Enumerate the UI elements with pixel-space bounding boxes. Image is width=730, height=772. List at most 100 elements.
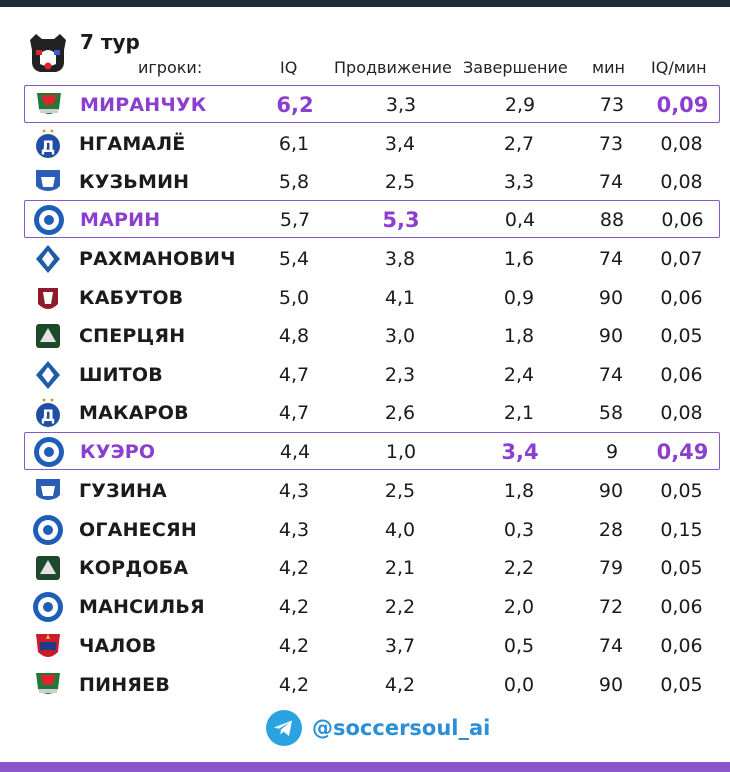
table-row: ПИНЯЕВ 4,2 4,2 0,0 90 0,05 [24,666,720,704]
finishing-cell: 0,0 [503,674,535,696]
progress-cell: 3,8 [384,248,416,270]
finishing-cell: 1,6 [503,248,535,270]
minutes-cell: 9 [605,441,619,463]
iq-cell: 4,3 [278,519,310,541]
svg-text:Д: Д [41,406,55,425]
table-row: ШИТОВ 4,7 2,3 2,4 74 0,06 [24,356,720,394]
krasnodar-badge-icon [32,552,64,584]
iq-per-min-cell: 0,06 [660,635,703,657]
iq-per-min-cell: 0,08 [660,402,703,424]
finishing-cell: 3,3 [503,171,535,193]
table-row: КУЗЬМИН 5,8 2,5 3,3 74 0,08 [24,163,720,201]
krylia-badge-icon [32,243,64,275]
iq-cell: 4,8 [278,325,310,347]
iq-per-min-cell: 0,09 [656,93,709,117]
minutes-cell: 74 [598,248,624,270]
progress-cell: 4,2 [384,674,416,696]
orenburg-badge-icon [33,436,65,468]
progress-cell: 2,5 [384,171,416,193]
progress-cell: 2,1 [384,557,416,579]
col-header-iq: IQ [280,58,298,77]
player-name: НГАМАЛЁ [79,133,186,155]
iq-per-min-cell: 0,08 [660,133,703,155]
finishing-cell: 0,5 [503,635,535,657]
finishing-cell: 0,4 [504,209,536,231]
iq-cell: 4,2 [278,557,310,579]
iq-cell: 6,2 [276,93,314,117]
progress-cell: 1,0 [385,441,417,463]
progress-cell: 3,7 [384,635,416,657]
progress-cell: 2,2 [384,596,416,618]
progress-cell: 4,0 [384,519,416,541]
minutes-cell: 90 [598,287,624,309]
lokomotiv-badge-icon [33,89,65,121]
player-name: ГУЗИНА [79,480,167,502]
minutes-cell: 79 [598,557,624,579]
cska-badge-icon [32,630,64,662]
finishing-cell: 0,3 [503,519,535,541]
player-name: СПЕРЦЯН [79,325,186,347]
player-name: РАХМАНОВИЧ [79,248,236,270]
iq-cell: 5,0 [278,287,310,309]
minutes-cell: 90 [598,325,624,347]
iq-per-min-cell: 0,06 [660,364,703,386]
progress-cell: 4,1 [384,287,416,309]
table-row: Д МАКАРОВ 4,7 2,6 2,1 58 0,08 [24,394,720,432]
player-name: ШИТОВ [79,364,163,386]
iq-per-min-cell: 0,05 [660,557,703,579]
player-name: КАБУТОВ [79,287,184,309]
round-title: 7 тур [80,30,140,54]
finishing-cell: 1,8 [503,325,535,347]
finishing-cell: 2,9 [504,94,536,116]
rubin-badge-icon [32,282,64,314]
krylia-badge-icon [32,359,64,391]
iq-per-min-cell: 0,49 [656,440,709,464]
finishing-cell: 2,2 [503,557,535,579]
top-bar [0,0,730,7]
dynamo-badge-icon: Д [32,128,64,160]
table-row: ОГАНЕСЯН 4,3 4,0 0,3 28 0,15 [24,511,720,549]
iq-per-min-cell: 0,08 [660,171,703,193]
table-row: МАНСИЛЬЯ 4,2 2,2 2,0 72 0,06 [24,588,720,626]
progress-cell: 5,3 [382,208,420,232]
bottom-bar [0,762,730,772]
iq-per-min-cell: 0,15 [660,519,703,541]
player-name: КУЗЬМИН [79,171,190,193]
minutes-cell: 74 [598,364,624,386]
player-name: ОГАНЕСЯН [79,519,197,541]
iq-cell: 4,4 [279,441,311,463]
iq-cell: 4,2 [278,635,310,657]
footer: @soccersoul_ai [266,710,490,746]
player-name: КОРДОБА [79,557,189,579]
finishing-cell: 1,8 [503,480,535,502]
dynamo-badge-icon: Д [32,397,64,429]
social-handle[interactable]: @soccersoul_ai [312,716,491,740]
table-row: КУЭРО 4,4 1,0 3,4 9 0,49 [24,432,720,470]
iq-cell: 5,8 [278,171,310,193]
table-row: КОРДОБА 4,2 2,1 2,2 79 0,05 [24,549,720,587]
iq-per-min-cell: 0,05 [660,325,703,347]
minutes-cell: 73 [599,94,625,116]
iq-cell: 4,3 [278,480,310,502]
player-name: ПИНЯЕВ [79,674,170,696]
orenburg-badge-icon [32,591,64,623]
minutes-cell: 90 [598,674,624,696]
finishing-cell: 0,9 [503,287,535,309]
finishing-cell: 2,4 [503,364,535,386]
table-row: СПЕРЦЯН 4,8 3,0 1,8 90 0,05 [24,317,720,355]
col-header-players: игроки: [138,58,203,77]
minutes-cell: 72 [598,596,624,618]
table-row: ГУЗИНА 4,3 2,5 1,8 90 0,05 [24,472,720,510]
iq-per-min-cell: 0,06 [661,209,704,231]
iq-cell: 5,4 [278,248,310,270]
minutes-cell: 74 [598,171,624,193]
iq-per-min-cell: 0,06 [660,596,703,618]
progress-cell: 2,6 [384,402,416,424]
iq-cell: 6,1 [278,133,310,155]
progress-cell: 3,4 [384,133,416,155]
progress-cell: 3,3 [385,94,417,116]
krasnodar-badge-icon [32,320,64,352]
player-name: МАНСИЛЬЯ [79,596,205,618]
progress-cell: 2,5 [384,480,416,502]
orenburg-badge-icon [33,204,65,236]
